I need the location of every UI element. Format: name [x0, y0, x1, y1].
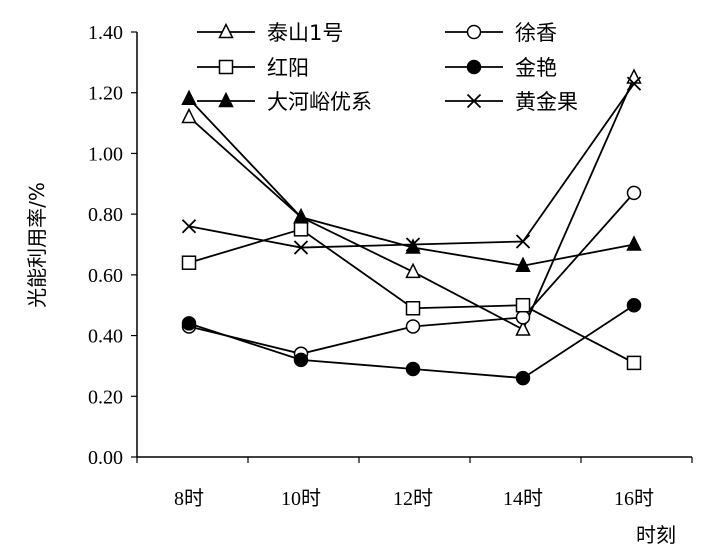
- data-point-3: [405, 301, 421, 316]
- legend-label: 红阳: [267, 56, 309, 80]
- data-point-5: [515, 256, 531, 272]
- data-point-4: [515, 370, 531, 386]
- x-tick-label: 12时: [393, 487, 433, 510]
- data-point-6: [405, 237, 421, 252]
- series-6: [181, 76, 642, 255]
- data-point-legend: [218, 59, 234, 75]
- legend-label: 大河峪优系: [267, 90, 372, 114]
- series-line-1: [188, 77, 635, 331]
- data-point-5: [626, 235, 642, 251]
- legend-item-4: 金艳: [445, 56, 557, 80]
- data-point-4: [181, 316, 197, 331]
- data-point-2: [405, 319, 421, 334]
- data-point-6: [515, 234, 531, 249]
- x-tick-label: 8时: [174, 487, 204, 510]
- legend-item-5: 大河峪优系: [197, 90, 372, 114]
- data-point-2: [626, 185, 642, 201]
- legend-item-1: 泰山1号: [197, 21, 343, 45]
- x-tick-label: 14时: [503, 487, 543, 510]
- series-4: [181, 297, 642, 386]
- y-tick-label: 0.80: [88, 204, 123, 226]
- data-point-3: [626, 355, 642, 371]
- x-ticks: 8时 10时 12时 14时 16时: [136, 457, 693, 510]
- y-tick-label: 1.40: [88, 22, 123, 44]
- data-point-1: [626, 68, 642, 84]
- data-point-legend: [466, 24, 482, 40]
- legend-label: 徐香: [515, 21, 557, 45]
- legend-item-6: 黄金果: [445, 90, 578, 114]
- data-point-4: [405, 361, 421, 377]
- data-point-3: [181, 255, 197, 270]
- legend-label: 泰山1号: [267, 21, 343, 45]
- data-point-5: [181, 89, 197, 106]
- y-tick-label: 0.60: [88, 265, 123, 287]
- y-tick-label: 1.00: [88, 143, 123, 165]
- data-point-1: [515, 320, 531, 336]
- legend-label: 黄金果: [515, 90, 578, 114]
- data-point-1: [181, 107, 197, 124]
- data-point-6: [626, 76, 642, 91]
- series-5: [181, 89, 642, 272]
- data-point-legend: [466, 93, 482, 109]
- y-tick-label: 1.20: [88, 83, 123, 105]
- y-axis-title: 光能利用率/%: [25, 182, 49, 308]
- x-tick-label: 16时: [614, 487, 654, 510]
- legend-item-2: 徐香: [445, 21, 557, 45]
- series-1: [181, 68, 642, 336]
- legend-item-3: 红阳: [197, 56, 309, 80]
- data-point-6: [181, 219, 197, 234]
- data-point-2: [515, 310, 531, 325]
- y-tick-label: 0.40: [88, 326, 123, 348]
- data-point-4: [626, 297, 642, 313]
- data-point-5: [293, 208, 309, 224]
- data-point-legend: [218, 91, 234, 108]
- y-tick-label: 0.20: [88, 386, 123, 408]
- y-ticks: 0.00 0.20 0.40 0.60 0.80 1.00 1.20 1.40: [88, 22, 137, 469]
- data-point-3: [293, 222, 309, 237]
- data-point-legend: [218, 22, 234, 39]
- y-tick-label: 0.00: [88, 447, 123, 469]
- series-layer: [181, 68, 642, 386]
- series-line-5: [188, 98, 635, 267]
- data-point-6: [293, 240, 309, 255]
- data-point-3: [515, 297, 531, 313]
- data-point-legend: [466, 59, 482, 75]
- data-point-1: [405, 262, 421, 279]
- x-axis-title: 时刻: [636, 523, 676, 547]
- data-point-4: [293, 352, 309, 368]
- legend-label: 金艳: [515, 56, 557, 80]
- axes: [136, 32, 692, 458]
- x-tick-label: 10时: [281, 487, 321, 510]
